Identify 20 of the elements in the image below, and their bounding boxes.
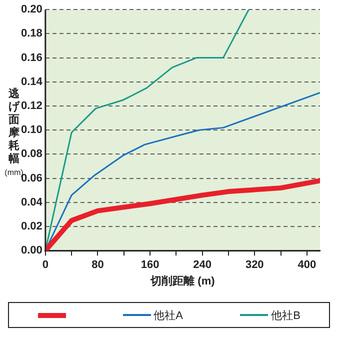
x-tick-label: 160: [140, 259, 160, 272]
x-tick-label: 400: [298, 259, 316, 272]
y-tick-label: 0.02: [20, 220, 42, 233]
y-tick-label: 0.14: [20, 76, 44, 88]
x-tick-label: 240: [193, 259, 212, 272]
y-tick-label: 0.08: [20, 148, 42, 160]
x-tick-label: 0: [42, 259, 48, 272]
y-tick-label: 0.20: [20, 4, 42, 16]
y-tick-label: 0.12: [20, 100, 42, 112]
y-tick-label: 0.16: [20, 52, 42, 64]
x-tick-label: 320: [245, 259, 264, 272]
x-tick-label: 80: [92, 259, 104, 272]
y-tick-label: 0.00: [20, 244, 42, 257]
y-tick-label: 0.04: [20, 196, 44, 208]
y-tick-label: 0.06: [20, 172, 42, 184]
legend-label: 他社B: [271, 308, 300, 322]
y-tick-label: 0.10: [20, 124, 42, 136]
x-axis-title: 切削距離 (m): [150, 274, 216, 288]
y-tick-label: 0.18: [20, 28, 42, 40]
legend-label: 他社A: [154, 308, 183, 322]
